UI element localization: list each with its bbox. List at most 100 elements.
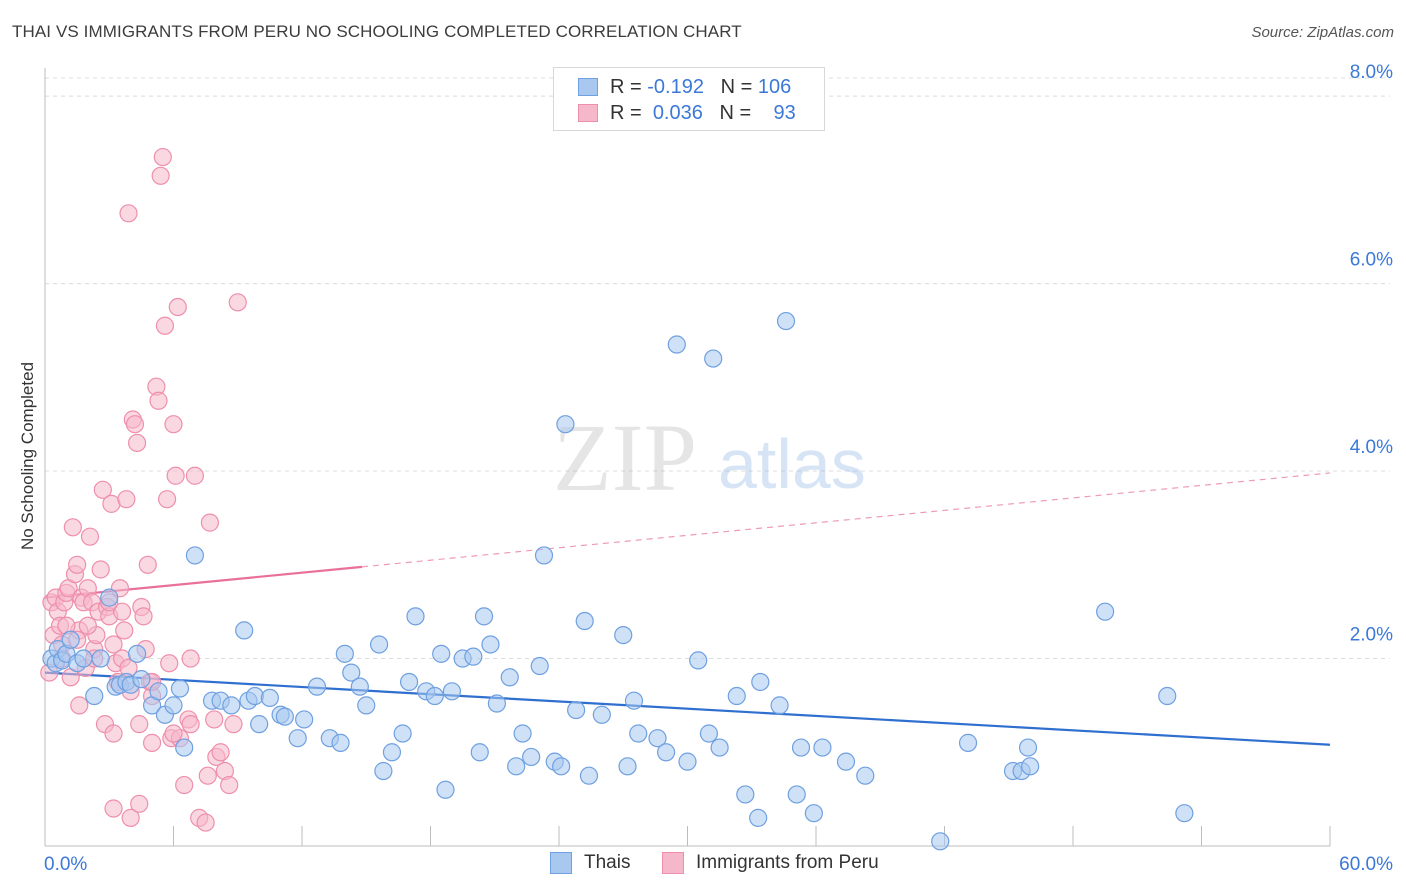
grid-lines [45, 77, 1390, 660]
legend-r-label: R = [610, 101, 642, 124]
data-point [181, 649, 200, 668]
data-point [260, 688, 279, 707]
chart-title: THAI VS IMMIGRANTS FROM PERU NO SCHOOLIN… [12, 22, 742, 41]
data-point [78, 616, 97, 635]
data-point [629, 724, 648, 743]
data-point [425, 686, 444, 706]
data-point [275, 707, 294, 726]
y-axis-label: No Schooling Completed [18, 361, 37, 551]
data-point [295, 710, 314, 729]
data-point [134, 607, 153, 626]
data-point [776, 311, 796, 331]
data-point [487, 694, 506, 713]
data-point [393, 724, 412, 743]
legend-swatch-thais [578, 78, 598, 96]
data-point [91, 649, 110, 668]
legend-row-thais: R = -0.192 N = 106 [578, 75, 791, 99]
data-point [481, 635, 500, 654]
data-point [151, 166, 170, 185]
data-point [836, 752, 856, 771]
correlation-legend: R = -0.192 N = 106 R = 0.036 N = 93 [553, 67, 825, 131]
data-point [624, 691, 644, 710]
data-point [104, 635, 123, 654]
data-point [357, 696, 376, 715]
data-point [127, 644, 147, 663]
data-point [804, 804, 823, 823]
data-point [91, 560, 110, 579]
data-point [130, 794, 149, 813]
bottom-legend-label-peru: Immigrants from Peru [696, 852, 879, 873]
data-point [530, 656, 549, 676]
watermark: ZIP atlas [553, 404, 866, 511]
data-point [245, 686, 264, 706]
data-point [102, 494, 121, 513]
data-point [157, 490, 177, 509]
data-point [138, 555, 157, 574]
bottom-legend-swatch-peru [662, 852, 684, 874]
trend-line-solid [44, 671, 1331, 746]
data-point [556, 415, 575, 434]
data-point [164, 696, 183, 715]
data-point [80, 527, 100, 546]
data-point [149, 682, 168, 701]
data-point [288, 729, 307, 748]
data-points [40, 147, 1194, 851]
data-point [507, 757, 526, 776]
data-point [342, 663, 361, 682]
tick-labels: 2.0% 4.0% 6.0% 8.0% 0.0% 60.0% [44, 62, 1393, 875]
data-point [522, 747, 541, 767]
legend-r-value: -0.192 [647, 75, 704, 98]
data-point [200, 513, 220, 532]
data-point [155, 316, 175, 335]
data-point [678, 752, 697, 771]
data-point [1021, 757, 1040, 776]
legend-r-label: R = [610, 75, 642, 98]
data-point [770, 696, 789, 715]
data-point [1175, 804, 1194, 823]
data-point [667, 335, 686, 354]
data-point [181, 715, 200, 734]
data-point [85, 686, 104, 706]
data-point [813, 738, 832, 757]
data-point [149, 391, 168, 410]
data-point [211, 743, 230, 762]
data-point [205, 710, 224, 729]
x-tick-label-max: 60.0% [1339, 854, 1393, 875]
data-point [331, 733, 350, 752]
data-point [175, 738, 194, 757]
data-point [704, 349, 723, 368]
data-point [399, 672, 419, 692]
data-point [442, 682, 462, 701]
data-point [68, 555, 87, 574]
data-point [185, 546, 205, 565]
data-point [100, 588, 119, 607]
data-point [579, 766, 599, 785]
data-point [614, 625, 633, 645]
data-point [1018, 738, 1038, 757]
legend-n-label: N = [719, 101, 752, 124]
data-point [567, 700, 586, 720]
legend-r-value: 0.036 [652, 101, 703, 124]
data-point [592, 705, 611, 724]
data-point [220, 775, 239, 795]
data-point [464, 647, 483, 666]
axes [44, 68, 1331, 847]
data-point [170, 679, 190, 698]
data-point [374, 761, 393, 781]
data-point [534, 546, 554, 565]
data-point [104, 724, 123, 743]
data-point [250, 715, 269, 734]
trend-lines [44, 472, 1331, 746]
data-point [474, 607, 494, 626]
y-tick-label: 4.0% [1350, 437, 1393, 458]
data-point [198, 766, 217, 785]
data-point [575, 611, 594, 631]
data-point [185, 466, 205, 485]
data-point [618, 757, 637, 776]
data-point [74, 649, 93, 668]
data-point [61, 630, 80, 649]
data-point [406, 607, 425, 626]
data-point [117, 490, 136, 509]
data-point [500, 668, 519, 687]
